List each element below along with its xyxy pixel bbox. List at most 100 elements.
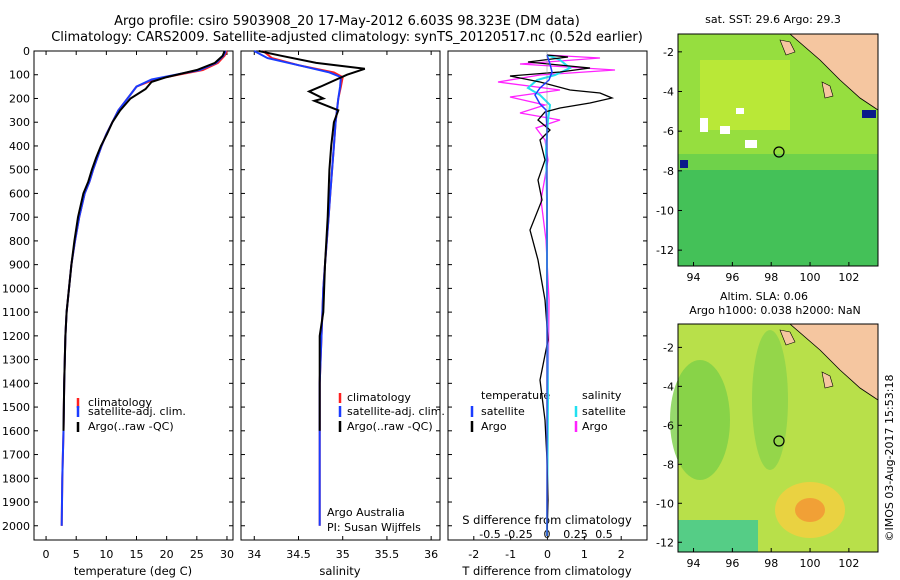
legend-label-argo: Argo(..raw -QC): [347, 420, 433, 433]
salinity-tick-label: 36: [424, 548, 438, 561]
depth-tick-label: 1100: [2, 306, 30, 319]
depth-tick-label: 0: [23, 45, 30, 58]
legend-label-sal-argo: Argo: [582, 420, 608, 433]
salinity-tick-label: 35.5: [375, 548, 400, 561]
sla-low-region: [670, 360, 730, 480]
salinity-xlabel: salinity: [319, 564, 360, 578]
depth-tick-label: 600: [9, 187, 30, 200]
sla-map-title: Altim. SLA: 0.06: [720, 290, 808, 303]
sst-map-title: sat. SST: 29.6 Argo: 29.3: [705, 13, 841, 26]
salinity-tick-label: 34: [247, 548, 261, 561]
temperature-argo-difference-line: [509, 54, 615, 537]
salinity-satellite-adj-clim-line: [253, 50, 342, 526]
depth-tick-label: 1300: [2, 354, 30, 367]
depth-tick-label: 1200: [2, 330, 30, 343]
map-y-tick-label: -6: [663, 419, 674, 432]
map-x-tick-label: 98: [764, 271, 778, 284]
depth-tick-label: 100: [9, 69, 30, 82]
missing-data-cell: [680, 160, 688, 168]
salinity-series: [253, 50, 366, 526]
temperature-xlabel: temperature (deg C): [74, 564, 192, 578]
figure-title: Argo profile: csiro 5903908_20 17-May-20…: [114, 14, 580, 29]
map-x-tick-label: 96: [725, 557, 739, 570]
cloud-mask: [700, 118, 708, 132]
sla-map-subtitle: Argo h1000: 0.038 h2000: NaN: [689, 304, 861, 317]
temperature-series: [60, 50, 228, 526]
sst-map-frame: [677, 33, 879, 267]
depth-tick-label: 1700: [2, 449, 30, 462]
difference-tick-label: 1: [581, 548, 588, 561]
legend-label-argo: Argo(..raw -QC): [88, 420, 174, 433]
temperature-x-ticks: 0 5 10 15 20 25 30: [43, 51, 234, 561]
depth-tick-label: 1600: [2, 425, 30, 438]
map-x-tick-label: 100: [800, 271, 821, 284]
salinity-legend: climatology satellite-adj. clim. Argo(..…: [338, 391, 445, 433]
missing-data-cell: [862, 110, 876, 118]
temperature-tick-label: 30: [220, 548, 234, 561]
difference-bottom-xlabel: T difference from climatology: [461, 564, 632, 578]
cloud-mask: [736, 108, 744, 114]
salinity-x-ticks: 34 34.5 35 35.5 36: [247, 51, 438, 561]
difference-series: [497, 51, 616, 540]
temperature-tick-label: 15: [130, 548, 144, 561]
map-y-tick-label: -2: [663, 341, 674, 354]
figure-subtitle: Climatology: CARS2009. Satellite-adjuste…: [51, 30, 643, 45]
legend-label-temp-satellite: satellite: [481, 405, 525, 418]
map-x-tick-label: 94: [687, 271, 701, 284]
difference-tick-label: -1: [505, 548, 516, 561]
temperature-axes: [33, 50, 234, 541]
map-y-tick-label: -12: [656, 536, 674, 549]
depth-tick-label: 700: [9, 211, 30, 224]
depth-tick-label: 900: [9, 259, 30, 272]
salinity-note-pi: PI: Susan Wijffels: [327, 521, 421, 534]
temperature-tick-label: 0: [43, 548, 50, 561]
difference-tick-label: -2: [468, 548, 479, 561]
difference-x-ticks: -2 -1 0 1 2-0.5 -0.25 0 0.25 0.5: [468, 528, 624, 561]
salinity-climatology-line: [262, 50, 344, 526]
cloud-mask: [745, 140, 757, 148]
map-y-tick-label: -6: [663, 125, 674, 138]
salinity-difference-tick-label: -0.5: [479, 528, 500, 541]
argo-location-marker: [773, 435, 785, 447]
sst-map: [677, 33, 879, 267]
map-y-tick-label: -12: [656, 244, 674, 257]
map-x-tick-label: 98: [764, 557, 778, 570]
depth-tick-label: 800: [9, 235, 30, 248]
legend-label-climatology: climatology: [88, 396, 152, 409]
temperature-tick-label: 5: [73, 548, 80, 561]
map-y-tick-label: -8: [663, 458, 674, 471]
map-x-tick-label: 96: [725, 271, 739, 284]
temperature-legend: climatology satellite-adj. clim. Argo(..…: [76, 396, 186, 433]
legend-label-sal-satellite: satellite: [582, 405, 626, 418]
sst-warmest-region: [700, 60, 790, 130]
map-y-tick-label: -4: [663, 380, 674, 393]
salinity-argo-difference-line: [497, 54, 616, 536]
island: [821, 371, 834, 389]
map-x-tick-label: 102: [838, 271, 859, 284]
temperature-tick-label: 10: [99, 548, 113, 561]
depth-tick-label: 400: [9, 140, 30, 153]
sla-low-region: [752, 330, 788, 470]
legend-title-temperature: temperature: [481, 389, 550, 402]
difference-legend: temperature salinity satellite Argo sate…: [470, 389, 626, 433]
depth-tick-label: 2000: [2, 520, 30, 533]
map-y-tick-label: -2: [663, 46, 674, 59]
map-y-tick-label: -8: [663, 165, 674, 178]
imos-timestamp: ©IMOS 03-Aug-2017 15:53:18: [883, 375, 896, 542]
map-y-tick-label: -10: [656, 497, 674, 510]
legend-label-satellite-adj: satellite-adj. clim.: [88, 405, 186, 418]
legend-label-temp-argo: Argo: [481, 420, 507, 433]
sla-map-ticks: 94 96 98 100 102 -2 -4 -6 -8 -10 -12: [656, 341, 859, 570]
difference-tick-label: 0: [544, 548, 551, 561]
cloud-mask: [720, 126, 730, 134]
sst-map-ticks: 94 96 98 100 102 -2 -4 -6 -8 -10 -12: [656, 46, 859, 284]
legend-label-climatology: climatology: [347, 391, 411, 404]
sst-cool-region: [678, 170, 878, 266]
island: [779, 329, 796, 346]
map-x-tick-label: 102: [838, 557, 859, 570]
island: [821, 81, 834, 99]
temperature-climatology-line: [60, 50, 228, 526]
depth-axis: 0 100 200 300 400 500 600 700 800 900 1000 1100 1200…: [2, 45, 647, 533]
salinity-note-institution: Argo Australia: [327, 506, 405, 519]
depth-tick-label: 200: [9, 92, 30, 105]
